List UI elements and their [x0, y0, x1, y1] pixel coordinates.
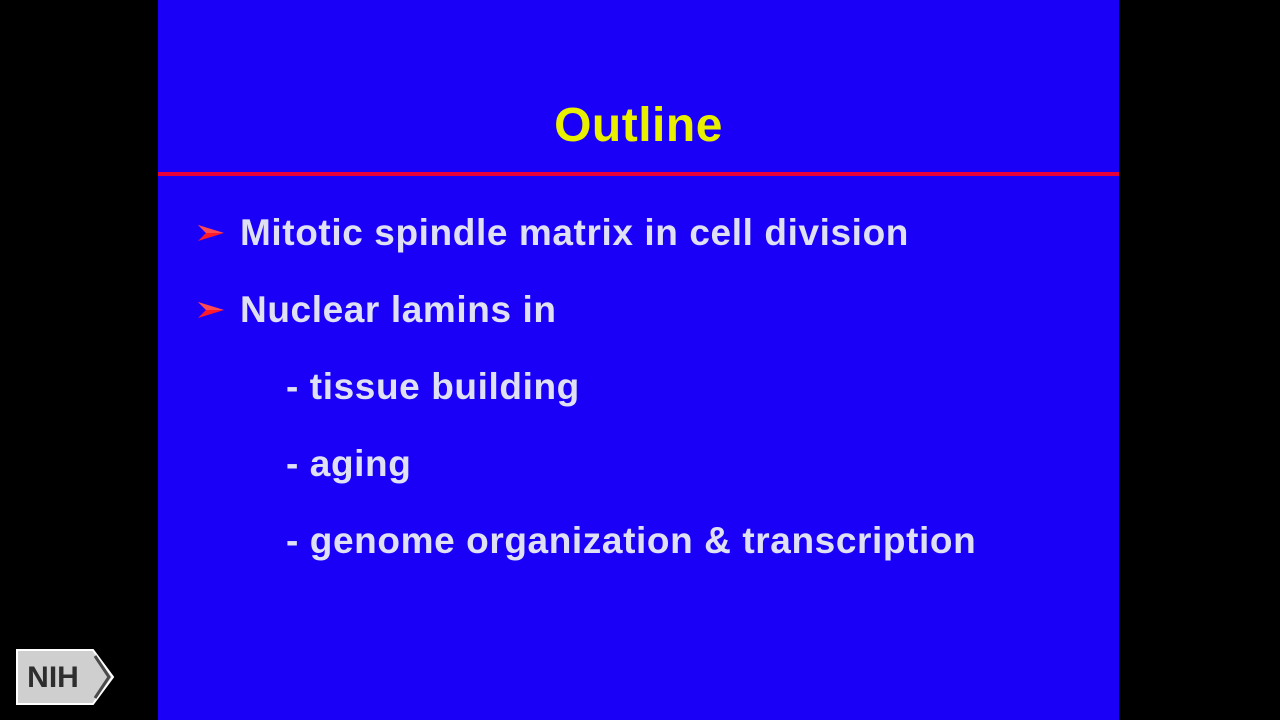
bullet-item: Nuclear lamins in	[196, 285, 557, 335]
sub-bullet-text: - tissue building	[286, 366, 580, 407]
nih-logo-text: NIH	[27, 661, 79, 694]
sub-bullet-text: - aging	[286, 443, 412, 484]
bullet-text: Mitotic spindle matrix in cell division	[240, 212, 909, 253]
sub-bullet-item: - aging	[286, 439, 411, 489]
sub-bullet-text: - genome organization & transcription	[286, 520, 977, 561]
title-divider	[158, 172, 1119, 176]
slide-title: Outline	[554, 99, 723, 152]
presentation-slide: Outline Mitotic spindle matrix in cell d…	[158, 0, 1119, 720]
bullet-item: Mitotic spindle matrix in cell division	[196, 208, 909, 258]
red-arrow-bullet-icon	[198, 302, 224, 318]
bullet-text: Nuclear lamins in	[240, 289, 557, 330]
sub-bullet-item: - genome organization & transcription	[286, 516, 976, 566]
sub-bullet-item: - tissue building	[286, 362, 580, 412]
red-arrow-bullet-icon	[198, 225, 224, 241]
nih-chevron-logo-icon: NIH	[16, 649, 115, 705]
